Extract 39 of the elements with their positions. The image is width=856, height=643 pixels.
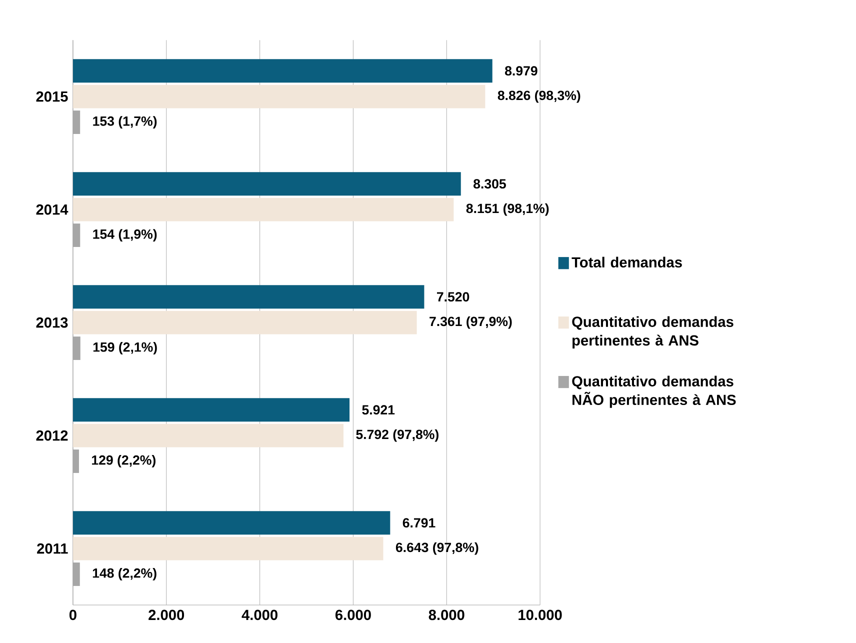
data-label: 6.643 (97,8%) xyxy=(396,542,478,555)
bar xyxy=(72,398,350,422)
y-tick-label: 2015 xyxy=(36,91,68,102)
x-tick-label: 0 xyxy=(69,610,76,620)
bar xyxy=(72,59,492,83)
data-label: 8.305 xyxy=(474,179,506,189)
y-tick-label: 2013 xyxy=(36,317,68,328)
x-tick-label: 8.000 xyxy=(428,610,464,620)
data-label: 7.520 xyxy=(436,292,470,302)
x-tick-label: 6.000 xyxy=(335,610,371,620)
bar xyxy=(72,424,344,448)
legend-label: Quantitativo demandas pertinentes à ANS xyxy=(572,316,734,349)
data-label: 7.361 (97,9%) xyxy=(430,316,512,329)
y-tick-label: 2012 xyxy=(36,430,68,441)
data-label: 8.979 xyxy=(505,66,538,76)
data-label: 5.792 (97,8%) xyxy=(356,429,438,442)
bar xyxy=(72,198,454,222)
legend-label: Quantitativo demandas NÃO pertinentes à ANS xyxy=(572,376,736,408)
x-tick-label: 10.000 xyxy=(518,610,562,620)
bar xyxy=(72,84,486,108)
data-label: 6.791 xyxy=(402,518,436,528)
data-label: 148 (2,2%) xyxy=(92,568,156,581)
data-label: 8.151 (98,1%) xyxy=(466,203,549,216)
bar xyxy=(72,511,390,535)
bar xyxy=(72,310,417,334)
bar xyxy=(72,536,384,560)
legend-label: Total demandas xyxy=(572,256,682,268)
x-tick-label: 4.000 xyxy=(242,610,278,620)
bar xyxy=(72,285,424,309)
data-label: 153 (1,7%) xyxy=(93,116,157,129)
data-label: 154 (1,9%) xyxy=(93,229,157,242)
y-tick-label: 2014 xyxy=(36,204,68,215)
data-label: 159 (2,1%) xyxy=(93,342,157,355)
bar xyxy=(72,172,461,196)
data-label: 8.826 (98,3%) xyxy=(498,90,580,103)
y-tick-label: 2011 xyxy=(37,543,68,554)
data-label: 5.921 xyxy=(362,405,395,415)
x-tick-label: 2.000 xyxy=(148,610,184,620)
data-label: 129 (2,2%) xyxy=(92,455,156,468)
